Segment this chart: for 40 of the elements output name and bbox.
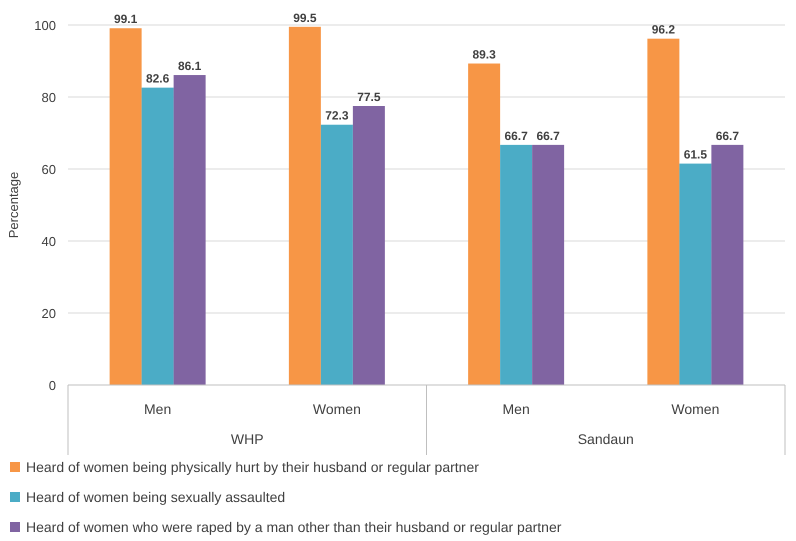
y-tick-label: 60 [42,162,56,177]
y-axis-title: Percentage [6,172,21,238]
legend-label: Heard of women who were raped by a man other than their husband or regular partner [26,519,562,535]
data-label: 66.7 [536,128,560,143]
bar [532,144,564,385]
bar [288,26,321,385]
legend-label: Heard of women being sexually assaulted [26,489,286,505]
legend-label: Heard of women being physically hurt by their husband or regular partner [26,459,480,475]
text: WHP [230,431,264,447]
data-label: 72.3 [325,108,349,123]
data-label: 86.1 [178,59,202,74]
x-tick-label: Women [312,401,361,417]
y-tick-label: 100 [34,18,56,33]
data-label: 99.5 [293,10,317,25]
bar [320,124,353,385]
bar [679,164,712,385]
bar [500,144,532,385]
data-label: 77.5 [357,90,381,104]
y-tick-label: 0 [48,378,56,393]
data-label: 61.5 [684,148,708,162]
y-tick-label: 20 [42,306,56,321]
x-tick-label: Women [671,401,720,417]
data-label: 82.6 [146,72,170,86]
bar [647,38,680,385]
y-tick-label: 40 [42,234,56,249]
bar [352,106,385,385]
bar [468,64,500,385]
data-label: 89.3 [472,48,496,62]
bar [174,75,206,385]
text: Sandaun [578,431,634,447]
bar [110,28,142,385]
x-tick-label: Men [502,401,530,417]
data-label: 99.1 [114,12,138,26]
data-label: 96.2 [652,22,676,37]
y-tick-label: 80 [42,90,56,105]
data-label: 66.7 [504,128,528,143]
x-tick-label: Men [144,401,172,417]
bar [142,88,174,385]
bar [711,144,744,385]
data-label: 66.7 [716,128,740,143]
